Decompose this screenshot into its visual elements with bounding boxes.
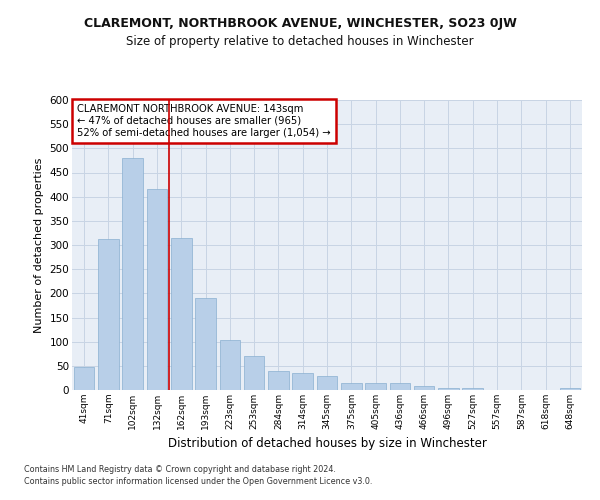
Bar <box>292 373 313 390</box>
Bar <box>146 190 167 390</box>
Bar <box>98 239 119 390</box>
Text: CLAREMONT, NORTHBROOK AVENUE, WINCHESTER, SO23 0JW: CLAREMONT, NORTHBROOK AVENUE, WINCHESTER… <box>83 18 517 30</box>
Bar <box>74 367 94 390</box>
Bar <box>220 340 240 390</box>
Bar <box>438 388 459 390</box>
Text: Contains HM Land Registry data © Crown copyright and database right 2024.: Contains HM Land Registry data © Crown c… <box>24 465 336 474</box>
Bar <box>268 370 289 390</box>
X-axis label: Distribution of detached houses by size in Winchester: Distribution of detached houses by size … <box>167 438 487 450</box>
Bar <box>365 383 386 390</box>
Text: Size of property relative to detached houses in Winchester: Size of property relative to detached ho… <box>126 35 474 48</box>
Bar <box>317 376 337 390</box>
Text: CLAREMONT NORTHBROOK AVENUE: 143sqm
← 47% of detached houses are smaller (965)
5: CLAREMONT NORTHBROOK AVENUE: 143sqm ← 47… <box>77 104 331 138</box>
Bar <box>244 356 265 390</box>
Bar <box>195 298 216 390</box>
Bar <box>341 383 362 390</box>
Text: Contains public sector information licensed under the Open Government Licence v3: Contains public sector information licen… <box>24 477 373 486</box>
Bar <box>171 238 191 390</box>
Bar <box>389 383 410 390</box>
Bar <box>560 388 580 390</box>
Bar <box>414 386 434 390</box>
Bar <box>122 158 143 390</box>
Y-axis label: Number of detached properties: Number of detached properties <box>34 158 44 332</box>
Bar <box>463 388 483 390</box>
